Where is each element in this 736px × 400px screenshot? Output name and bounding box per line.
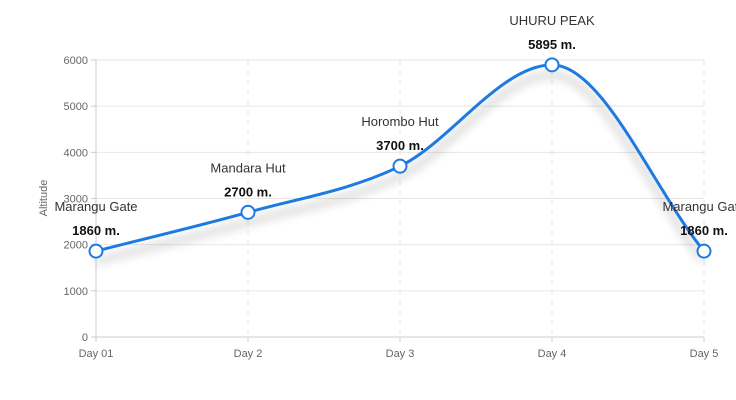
- point-name-label: Mandara Hut: [210, 160, 286, 175]
- data-point[interactable]: [240, 204, 256, 220]
- y-tick-label: 2000: [64, 240, 88, 252]
- y-tick-label: 6000: [64, 55, 88, 67]
- point-name-label: UHURU PEAK: [509, 13, 595, 28]
- point-labels: Marangu Gate 1860 m. Mandara Hut 2700 m. Hor…: [54, 13, 736, 238]
- x-tick-label: Day 01: [79, 348, 114, 360]
- series-altitude: [88, 57, 712, 259]
- y-tick-label: 3000: [64, 194, 88, 206]
- y-tick-label: 0: [82, 332, 88, 344]
- y-tick-label: 5000: [64, 101, 88, 113]
- point-value-label: 2700 m.: [224, 184, 272, 199]
- point-name-label: Marangu Gate: [662, 199, 736, 214]
- x-tick-label: Day 5: [690, 348, 719, 360]
- x-tick-label: Day 3: [386, 348, 415, 360]
- data-point[interactable]: [696, 243, 712, 259]
- axes: 0 1000 2000 3000 4000 5000 6000 Day 01 Day 2 Day …: [64, 55, 719, 360]
- data-point[interactable]: [88, 243, 104, 259]
- y-axis-label: Altitude: [38, 180, 50, 217]
- x-tick-label: Day 4: [538, 348, 567, 360]
- y-tick-label: 4000: [64, 147, 88, 159]
- point-value-label: 1860 m.: [72, 223, 120, 238]
- x-tick-label: Day 2: [234, 348, 263, 360]
- point-name-label: Horombo Hut: [361, 114, 439, 129]
- point-name-label: Marangu Gate: [54, 199, 137, 214]
- grid-lines: [95, 59, 705, 338]
- series-line: [95, 63, 706, 253]
- y-tick-label: 1000: [64, 286, 88, 298]
- point-value-label: 3700 m.: [376, 138, 424, 153]
- point-value-label: 5895 m.: [528, 37, 576, 52]
- data-point[interactable]: [544, 57, 560, 73]
- data-point[interactable]: [392, 158, 408, 174]
- point-value-label: 1860 m.: [680, 223, 728, 238]
